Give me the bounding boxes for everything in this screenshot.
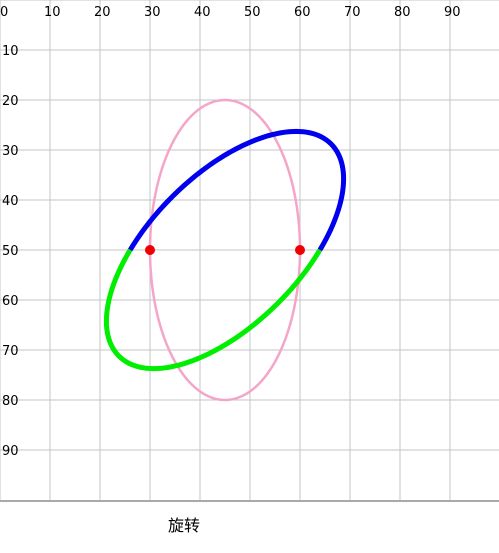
grid-lines: [0, 0, 499, 500]
x-tick-label: 30: [144, 5, 161, 20]
x-tick-label: 80: [394, 5, 411, 20]
rotate-button[interactable]: 旋转: [162, 510, 206, 538]
rotated-ellipse-major-arc: [127, 128, 347, 252]
y-tick-label: 40: [2, 194, 19, 209]
y-tick-label: 50: [2, 244, 19, 259]
y-tick-label: 20: [2, 94, 19, 109]
y-tick-label: 10: [2, 44, 19, 59]
y-tick-label: 90: [2, 444, 19, 459]
x-axis-labels: 0 10 20 30 40 50 60 70 80 90: [0, 5, 461, 20]
x-tick-label: 70: [344, 5, 361, 20]
y-tick-label: 30: [2, 144, 19, 159]
x-tick-label: 0: [0, 5, 8, 20]
coordinate-grid: 0 10 20 30 40 50 60 70 80 90 10 20 30 40 50 60 70 80 90: [0, 0, 499, 500]
y-tick-label: 60: [2, 294, 19, 309]
x-tick-label: 50: [244, 5, 261, 20]
x-tick-label: 90: [444, 5, 461, 20]
x-tick-label: 20: [94, 5, 111, 20]
rotated-ellipse-minor-arc: [103, 248, 323, 372]
toolbar: 旋转: [0, 500, 499, 553]
y-tick-label: 80: [2, 394, 19, 409]
endpoint-right: [295, 245, 305, 255]
x-tick-label: 10: [44, 5, 61, 20]
endpoint-left: [145, 245, 155, 255]
y-axis-labels: 10 20 30 40 50 60 70 80 90: [2, 44, 19, 459]
x-tick-label: 60: [294, 5, 311, 20]
y-tick-label: 70: [2, 344, 19, 359]
x-tick-label: 40: [194, 5, 211, 20]
